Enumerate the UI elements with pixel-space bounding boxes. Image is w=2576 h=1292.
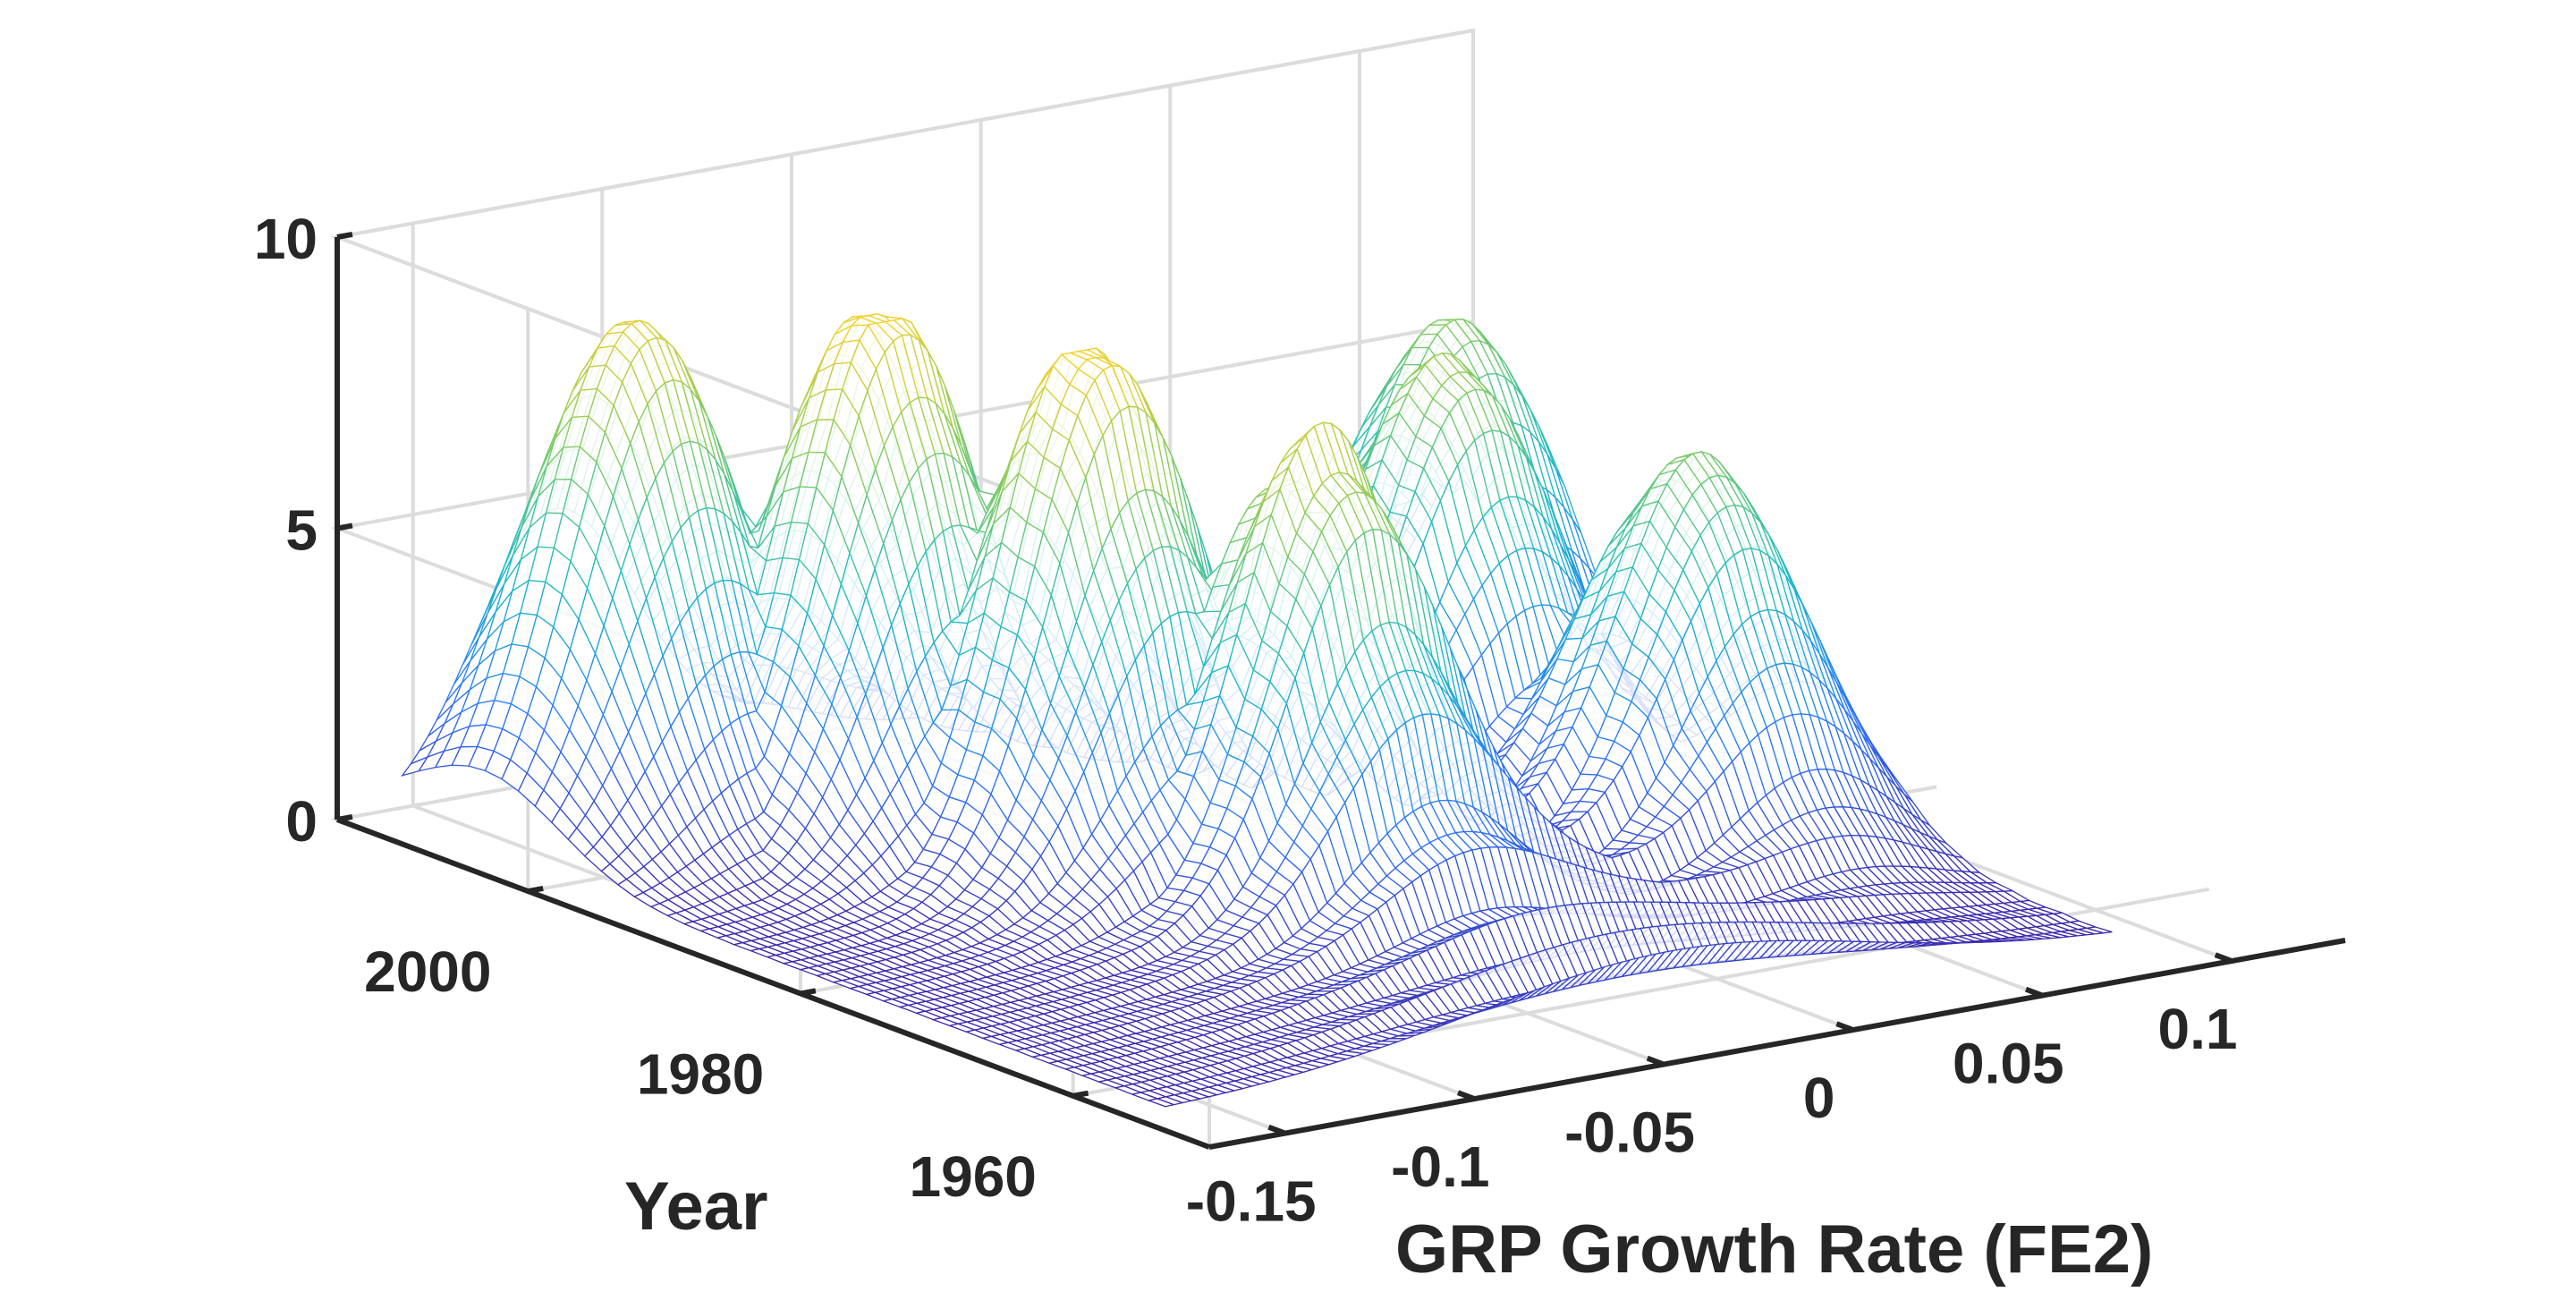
- surface-mesh: [401, 313, 2113, 1108]
